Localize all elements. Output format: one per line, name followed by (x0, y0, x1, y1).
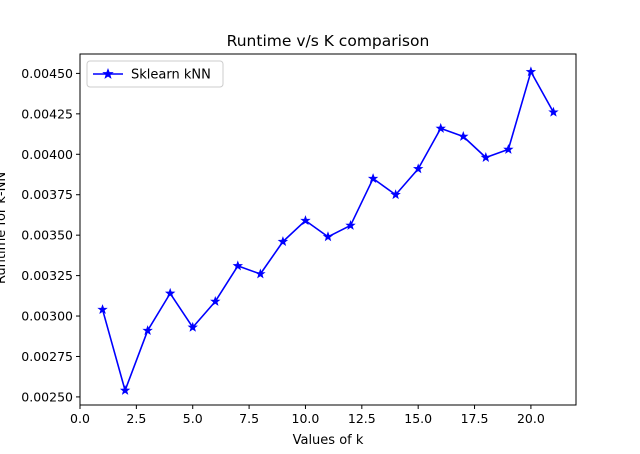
x-tick-label: 5.0 (183, 411, 203, 426)
plot-area (97, 66, 559, 395)
x-tick-label: 7.5 (239, 411, 259, 426)
series-line-sklearn-knn (101, 70, 555, 392)
data-point (345, 219, 356, 230)
x-tick-label: 12.5 (348, 411, 376, 426)
data-point (367, 173, 379, 183)
x-tick-label: 17.5 (461, 411, 489, 426)
axes-frame (79, 53, 577, 406)
series-points (97, 66, 559, 395)
legend-box (86, 60, 224, 88)
y-axis-label: Runtime for k-NN (0, 172, 9, 284)
x-axis-label: Values of k (293, 433, 364, 448)
data-point (187, 321, 198, 332)
y-axis-ticks: 0.00250 0.00275 0.00300 0.00325 0.00350 0.003… (21, 66, 80, 404)
data-point (119, 384, 131, 395)
y-tick-label: 0.00275 (21, 349, 73, 364)
data-point (412, 163, 424, 174)
data-point (458, 131, 469, 141)
legend-star-marker (102, 67, 114, 79)
y-tick-label: 0.00375 (21, 187, 73, 202)
x-tick-label: 2.5 (126, 411, 146, 426)
y-tick-label: 0.00425 (21, 106, 73, 121)
data-point (255, 268, 266, 279)
data-point (97, 304, 108, 314)
chart-title: Runtime v/s K comparison (227, 32, 430, 50)
data-point (300, 215, 311, 226)
legend-label-sklearn-knn: Sklearn kNN (131, 68, 211, 83)
y-tick-label: 0.00325 (21, 268, 73, 283)
x-tick-label: 20.0 (517, 411, 545, 426)
data-point (435, 122, 446, 133)
data-point (480, 152, 492, 162)
data-point (142, 325, 153, 336)
x-tick-label: 10.0 (292, 411, 320, 426)
data-point (277, 236, 289, 247)
data-point (525, 66, 537, 77)
y-tick-label: 0.00300 (21, 309, 73, 324)
data-point (503, 143, 514, 154)
x-tick-label: 15.0 (404, 411, 432, 426)
y-tick-label: 0.00350 (21, 228, 73, 243)
y-tick-label: 0.00250 (21, 389, 73, 404)
data-point (210, 296, 221, 306)
data-point (232, 260, 244, 271)
y-tick-label: 0.00450 (21, 66, 73, 81)
data-point (548, 106, 559, 117)
x-tick-label: 0.0 (70, 411, 90, 426)
y-tick-label: 0.00400 (21, 147, 73, 162)
data-point (164, 287, 176, 298)
data-point (322, 231, 334, 242)
legend: Sklearn kNN (86, 60, 224, 88)
x-axis-ticks: 0.0 2.5 5.0 7.5 10.0 12.5 15.0 17.5 20.0 (70, 405, 545, 426)
data-point (390, 189, 401, 200)
